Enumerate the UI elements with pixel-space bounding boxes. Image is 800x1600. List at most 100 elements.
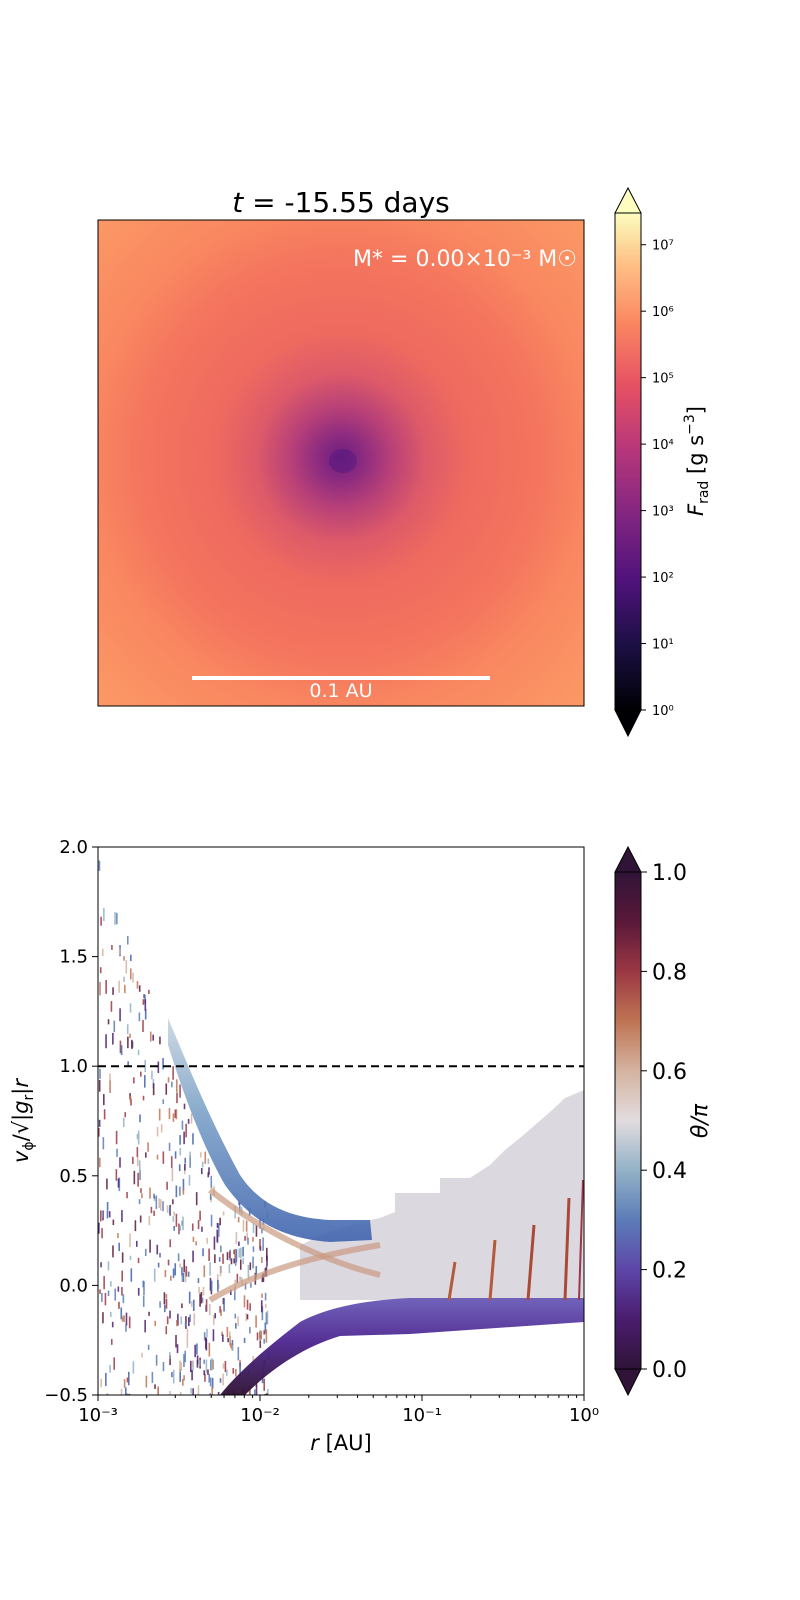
phase-space-noise: [98, 860, 270, 1395]
noise-speck: [98, 1157, 101, 1168]
noise-speck: [209, 1377, 212, 1387]
noise-speck: [125, 1324, 127, 1332]
noise-speck: [129, 1233, 131, 1248]
noise-speck: [183, 1354, 185, 1368]
noise-speck: [137, 1172, 139, 1187]
noise-speck: [192, 1236, 195, 1242]
noise-speck: [242, 1257, 244, 1265]
noise-speck: [157, 1061, 160, 1074]
noise-speck: [129, 968, 132, 980]
noise-speck: [188, 1174, 191, 1186]
noise-speck: [103, 1276, 105, 1290]
noise-speck: [237, 1346, 240, 1361]
noise-speck: [129, 1003, 132, 1013]
noise-speck: [244, 1235, 246, 1241]
noise-speck: [101, 1211, 103, 1218]
noise-speck: [224, 1360, 227, 1373]
y-tick-label: −0.5: [44, 1385, 88, 1406]
noise-speck: [100, 916, 102, 926]
noise-speck: [212, 1329, 215, 1342]
noise-speck: [165, 1326, 168, 1335]
noise-speck: [266, 1310, 269, 1325]
noise-speck: [137, 1130, 140, 1145]
noise-speck: [197, 1385, 200, 1395]
noise-speck: [189, 1360, 192, 1373]
noise-speck: [148, 989, 150, 995]
noise-speck: [195, 1241, 197, 1246]
noise-speck: [126, 1191, 128, 1199]
noise-speck: [139, 1170, 141, 1180]
noise-speck: [255, 1266, 258, 1278]
noise-speck: [264, 1393, 267, 1395]
noise-speck: [101, 1228, 103, 1239]
noise-speck: [264, 1322, 267, 1334]
noise-speck: [99, 1068, 101, 1079]
noise-speck: [183, 1131, 185, 1145]
noise-speck: [239, 1362, 241, 1376]
noise-speck: [233, 1258, 235, 1264]
noise-speck: [152, 1083, 155, 1096]
flux-colorbar-tick-label: 10¹: [652, 638, 674, 653]
noise-speck: [196, 1355, 199, 1365]
noise-speck: [181, 1267, 183, 1276]
noise-speck: [127, 1061, 129, 1067]
noise-speck: [105, 1372, 107, 1387]
noise-speck: [182, 1378, 184, 1386]
noise-speck: [154, 1384, 156, 1389]
theta-colorbar-body: [614, 871, 642, 1370]
noise-speck: [208, 1167, 210, 1175]
noise-speck: [193, 1299, 195, 1312]
noise-speck: [267, 1388, 269, 1395]
noise-speck: [204, 1151, 207, 1164]
noise-speck: [118, 980, 120, 993]
noise-speck: [178, 1164, 181, 1172]
noise-speck: [152, 1034, 154, 1041]
noise-speck: [131, 1039, 133, 1049]
theta-colorbar-tick-label: 0.8: [652, 960, 687, 985]
noise-speck: [167, 1077, 170, 1083]
noise-speck: [245, 1220, 248, 1232]
noise-speck: [165, 1083, 168, 1095]
noise-speck: [240, 1247, 242, 1259]
noise-speck: [214, 1313, 217, 1319]
noise-speck: [235, 1323, 237, 1329]
noise-speck: [211, 1377, 214, 1389]
noise-speck: [173, 1211, 175, 1216]
noise-speck: [201, 1161, 204, 1168]
noise-speck: [199, 1210, 201, 1221]
flux-colorbar-extend-min: [614, 709, 642, 738]
noise-speck: [166, 1316, 169, 1325]
noise-speck: [258, 1331, 261, 1339]
noise-speck: [203, 1332, 206, 1341]
streak-04: [563, 1197, 571, 1301]
flux-colorbar-tick-label: 10⁶: [652, 305, 674, 320]
noise-speck: [132, 972, 134, 983]
noise-speck: [118, 1177, 121, 1192]
noise-speck: [218, 1257, 221, 1262]
noise-speck: [132, 1156, 134, 1165]
noise-speck: [145, 1152, 147, 1158]
noise-speck: [230, 1258, 233, 1265]
noise-speck: [153, 1210, 155, 1216]
flux-colorbar-tick-label: 10³: [652, 505, 674, 520]
noise-speck: [117, 1286, 120, 1292]
noise-speck: [238, 1241, 240, 1246]
noise-speck: [130, 954, 132, 962]
noise-speck: [172, 1369, 175, 1384]
noise-speck: [200, 1291, 203, 1304]
noise-speck: [209, 1393, 211, 1395]
noise-speck: [154, 1320, 157, 1327]
top-panel: t = -15.55 days M* = 0.00×10⁻³ M☉ 0.1 AU…: [97, 186, 712, 738]
flux-colorbar-tick-label: 10⁴: [652, 438, 674, 453]
noise-speck: [265, 1329, 268, 1343]
noise-speck: [208, 1373, 211, 1383]
noise-speck: [116, 1148, 118, 1157]
noise-speck: [242, 1219, 245, 1232]
noise-speck: [99, 981, 101, 996]
theta-colorbar-tick-label: 1.0: [652, 861, 687, 886]
noise-speck: [234, 1368, 237, 1377]
noise-speck: [216, 1222, 219, 1229]
noise-speck: [255, 1225, 258, 1237]
noise-speck: [242, 1246, 244, 1257]
noise-speck: [142, 1095, 145, 1101]
